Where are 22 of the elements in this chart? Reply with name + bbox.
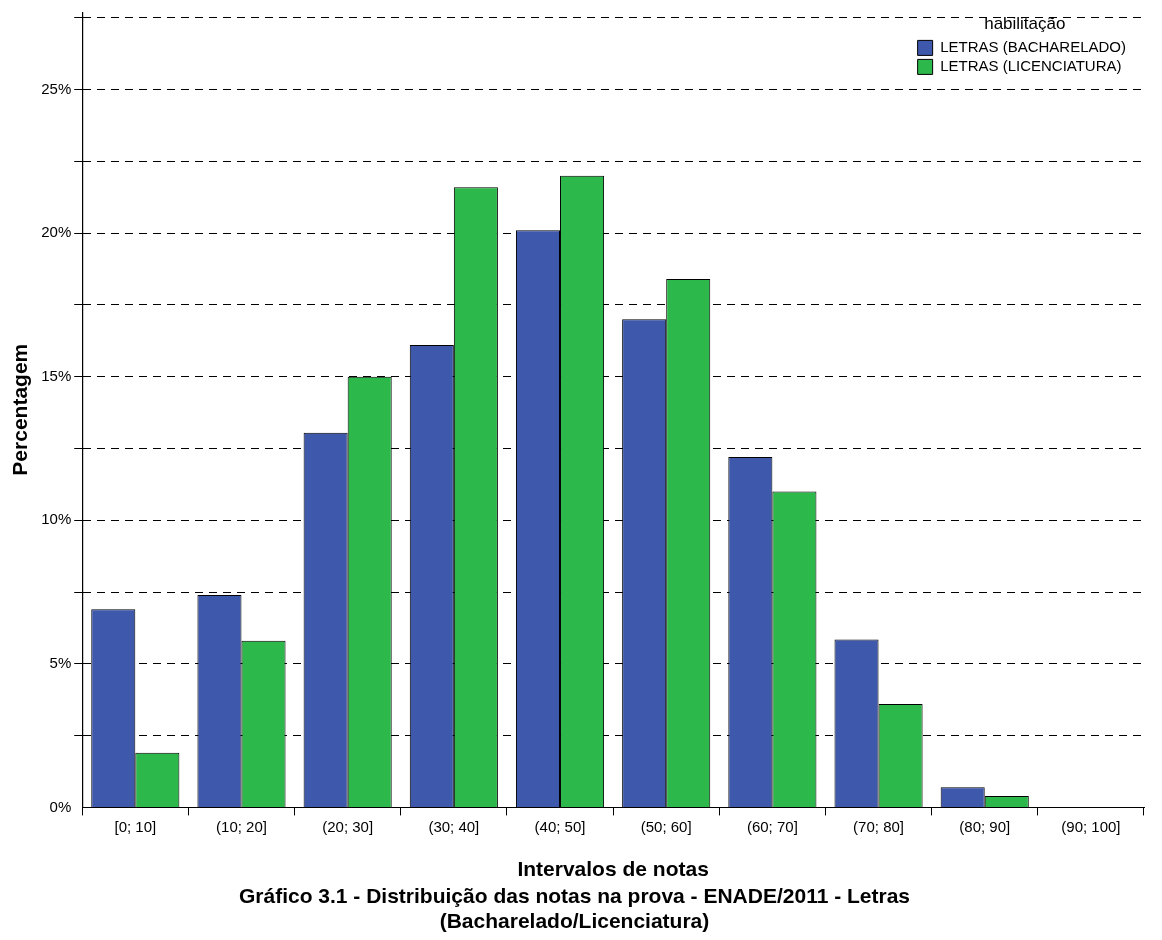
y-axis-title: Percentagem bbox=[8, 343, 32, 476]
y-tick-label: 10% bbox=[41, 510, 72, 528]
x-tick-label: (10; 20] bbox=[216, 817, 267, 835]
x-tick-label: (90; 100] bbox=[1061, 817, 1121, 835]
x-tick-label: [0; 10] bbox=[114, 817, 157, 835]
y-tick-label: 15% bbox=[41, 366, 72, 384]
x-axis-title: Intervalos de notas bbox=[517, 856, 709, 880]
legend-label: LETRAS (LICENCIATURA) bbox=[940, 57, 1122, 75]
legend-label: LETRAS (BACHARELADO) bbox=[940, 38, 1126, 56]
y-tick-label: 25% bbox=[41, 79, 72, 97]
x-tick-label: (60; 70] bbox=[746, 817, 798, 835]
x-tick-label: (30; 40] bbox=[428, 817, 480, 835]
legend-title: habilitação bbox=[984, 14, 1066, 34]
text: Gráfico 3.1 - Distribuição das notas na prova - ENADE/2011 - Letras (Bacharelado/Licenciatura) bbox=[238, 884, 911, 933]
x-tick-label: (50; 60] bbox=[640, 817, 692, 835]
x-tick-label: (20; 30] bbox=[322, 817, 374, 835]
y-tick-label: 20% bbox=[41, 223, 72, 241]
x-tick-label: (40; 50] bbox=[534, 817, 586, 835]
x-tick-label: (70; 80] bbox=[853, 817, 904, 835]
y-tick-label: 0% bbox=[49, 797, 72, 815]
y-tick-label: 5% bbox=[49, 653, 72, 671]
x-tick-label: (80; 90] bbox=[959, 817, 1011, 835]
